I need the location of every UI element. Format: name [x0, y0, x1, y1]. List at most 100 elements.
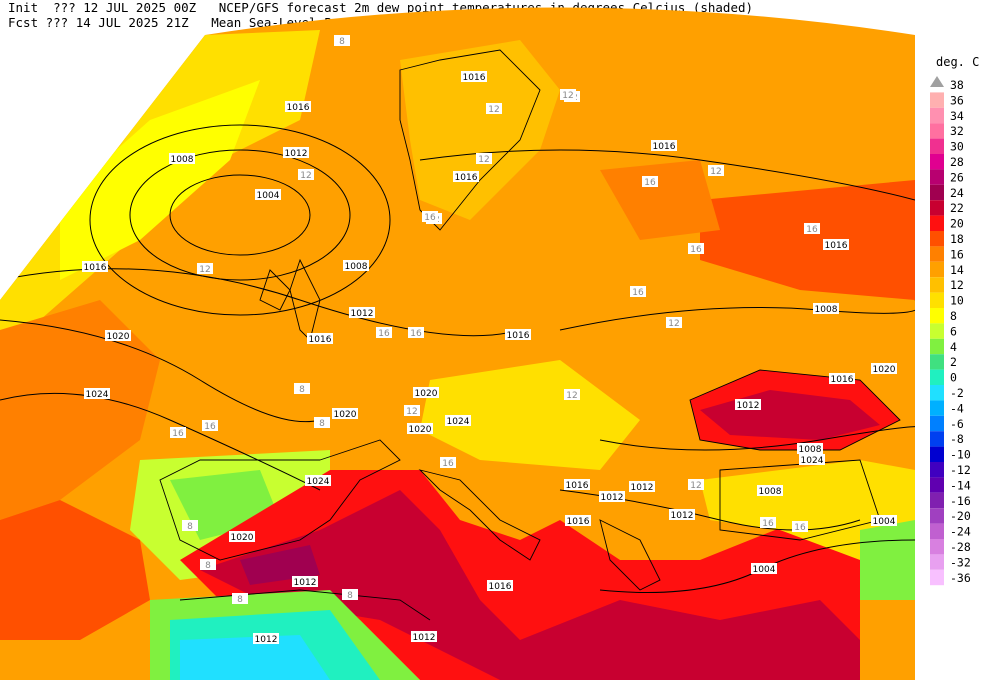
pressure-label-box [82, 261, 108, 272]
legend-label: 0 [950, 371, 957, 385]
temp-label: 16 [806, 225, 818, 235]
temp-label-box [560, 89, 576, 100]
temp-label: 16 [204, 422, 216, 432]
legend-label: 12 [950, 278, 964, 292]
legend-swatch [930, 107, 944, 124]
pressure-labels: 1016 1012 1008 1004 1016 1008 1012 1016 1016 1016… [82, 71, 897, 645]
pressure-label: 1012 [294, 578, 317, 588]
pressure-label-box [407, 423, 433, 434]
temp-label-box [688, 479, 704, 490]
pressure-label-box [343, 260, 369, 271]
legend-label: 4 [950, 340, 957, 354]
legend-swatches: 38363432302826242220181614121086420-2-4-… [930, 76, 971, 586]
temp-label: 12 [406, 407, 417, 417]
temp-label-box [170, 427, 186, 438]
temp-label-box [232, 593, 248, 604]
pressure-label-box [813, 303, 839, 314]
pressure-label: 1016 [566, 481, 589, 491]
temp-label: 12 [300, 171, 311, 181]
pressure-label-box [253, 633, 279, 644]
pressure-label: 1008 [171, 155, 194, 165]
temp-label: 12 [478, 155, 489, 165]
pressure-label-box [332, 408, 358, 419]
pressure-label: 1012 [671, 511, 694, 521]
pressure-label: 1024 [307, 477, 330, 487]
temp-label-box [688, 243, 704, 254]
pressure-label: 1016 [489, 582, 512, 592]
temp-label: 12 [710, 167, 721, 177]
legend-label: 22 [950, 201, 964, 215]
pressure-label-box [461, 71, 487, 82]
legend-swatch [930, 569, 944, 586]
pressure-label: 1020 [415, 389, 438, 399]
pressure-label: 1020 [334, 410, 357, 420]
pressure-label-box [305, 475, 331, 486]
pressure-label-box [229, 531, 255, 542]
legend-swatch [930, 415, 944, 432]
pressure-label: 1016 [463, 73, 486, 83]
pressure-label-box [307, 333, 333, 344]
legend-label: -2 [950, 386, 964, 400]
pressure-label-box [413, 387, 439, 398]
legend-label: 38 [950, 78, 964, 92]
pressure-label: 1012 [285, 149, 308, 159]
temp-label: 12 [562, 91, 573, 101]
pressure-label-box [105, 330, 131, 341]
temp-label: 8 [187, 522, 193, 532]
temp-label: 16 [442, 459, 454, 469]
legend-swatch [930, 123, 944, 139]
legend-swatch [930, 231, 944, 247]
temp-label-box [298, 169, 314, 180]
pressure-label: 1016 [567, 517, 590, 527]
pressure-label: 1024 [86, 390, 109, 400]
temp-label-box [642, 176, 658, 187]
temp-label-box [197, 263, 213, 274]
legend-label: 8 [950, 309, 957, 323]
legend-swatch [930, 261, 944, 278]
temp-label-box [342, 589, 358, 600]
legend-swatch [930, 539, 944, 555]
pressure-label-box [871, 363, 897, 374]
temp-label-box [408, 327, 424, 338]
pressure-label: 1016 [825, 241, 848, 251]
legend-label: 30 [950, 140, 964, 154]
temp-label-box [182, 520, 198, 531]
legend-swatch [930, 292, 944, 308]
pressure-label: 1012 [737, 401, 760, 411]
legend-swatch [930, 492, 944, 509]
pressure-label-box [285, 101, 311, 112]
pressure-label-box [564, 479, 590, 490]
pressure-label-box [349, 307, 375, 318]
legend-label: -16 [950, 494, 971, 508]
temp-label: 8 [237, 595, 243, 605]
temp-label: 16 [762, 519, 774, 529]
pressure-label: 1016 [653, 142, 676, 152]
pressure-label: 1020 [873, 365, 896, 375]
legend-swatch [930, 76, 944, 87]
legend-swatch [930, 277, 944, 293]
temp-label-box [708, 165, 724, 176]
legend-swatch [930, 308, 944, 324]
pressure-label: 1008 [815, 305, 838, 315]
legend-label: -6 [950, 417, 964, 431]
pressure-label-box [823, 239, 849, 250]
legend-swatch [930, 354, 944, 370]
pressure-label: 1012 [351, 309, 374, 319]
pressure-label-box [651, 140, 677, 151]
legend-label: 26 [950, 170, 964, 184]
legend-swatch [930, 523, 944, 539]
legend-label: -8 [950, 432, 964, 446]
pressure-label: 1016 [507, 331, 530, 341]
pressure-label: 1016 [831, 375, 854, 385]
temp-label: 16 [172, 429, 184, 439]
legend-swatch [930, 154, 944, 170]
legend-label: 20 [950, 217, 964, 231]
temp-label: 8 [339, 37, 345, 47]
temp-label-box [486, 103, 502, 114]
temp-label-box [564, 389, 580, 400]
pressure-label: 1016 [309, 335, 332, 345]
legend-label: -32 [950, 555, 971, 569]
legend-swatch [930, 92, 944, 108]
legend-swatch [930, 431, 944, 447]
legend-swatch [930, 338, 944, 355]
